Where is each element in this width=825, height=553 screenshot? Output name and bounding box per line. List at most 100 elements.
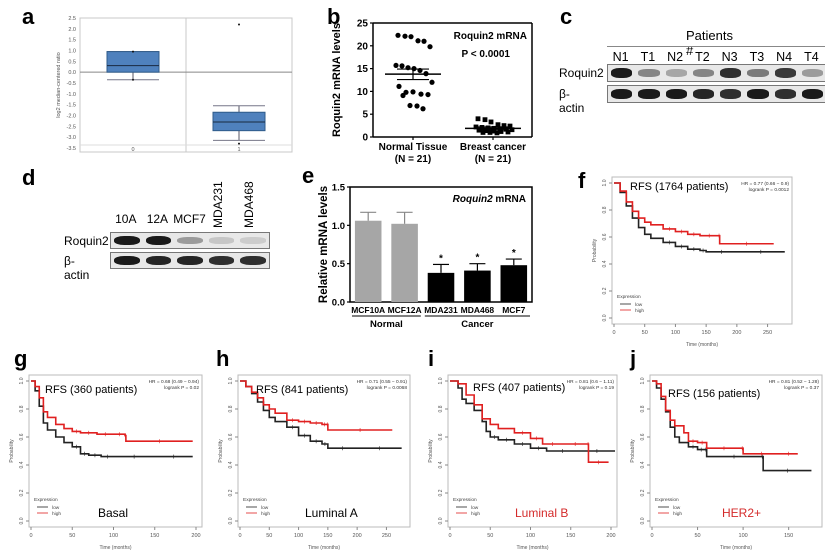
- y-tick-label: 0.0: [438, 517, 444, 524]
- x-tick-label: 150: [150, 533, 159, 539]
- legend-label: low: [635, 302, 643, 308]
- survival-curve-low: [240, 380, 402, 449]
- blot-header-line: [607, 46, 825, 47]
- data-point: [480, 130, 486, 135]
- blot-strip: [607, 85, 825, 103]
- y-tick-label: 0.0: [68, 70, 76, 76]
- data-point: [418, 91, 424, 97]
- x-tick-label: 50: [642, 330, 648, 336]
- km-title: RFS (1764 patients): [630, 181, 728, 193]
- blot-band: [145, 255, 172, 266]
- x-tick-label: 200: [732, 330, 741, 336]
- y-tick-label: 0.2: [602, 287, 608, 294]
- outlier-point: [238, 23, 240, 26]
- x-tick-label: 150: [702, 330, 711, 336]
- y-tick-label: 0.2: [640, 489, 646, 496]
- x-tick-label: 250: [763, 330, 772, 336]
- legend-title: Expression: [453, 497, 477, 503]
- y-tick-label: 0.0: [602, 314, 608, 321]
- y-tick-label: 0.2: [228, 489, 234, 496]
- y-tick-label: 15: [357, 64, 369, 75]
- y-tick-label: 1.0: [602, 179, 608, 186]
- y-tick-label: 1.0: [68, 49, 76, 55]
- plot-frame: [447, 374, 618, 528]
- blot-band: [747, 89, 769, 99]
- x-tick-label: 150: [566, 533, 575, 539]
- data-point: [498, 129, 504, 134]
- box: [106, 51, 160, 73]
- x-axis-label: Time (months): [99, 545, 131, 551]
- legend-label: high: [673, 511, 682, 517]
- y-tick-label: 0.6: [228, 433, 234, 440]
- legend-title: Expression: [655, 497, 679, 503]
- chart-a-boxplot: 2.5 2.0 1.5 1.0 0.5 0.0 -0.5 -1.0 -1.5 -2.0 -2.5 -3…: [56, 16, 293, 153]
- data-point: [427, 44, 433, 50]
- data-point: [482, 117, 488, 123]
- legend-title: Expression: [243, 497, 267, 503]
- y-tick-label: 0.2: [438, 489, 444, 496]
- x-tick-label: 100: [526, 533, 535, 539]
- legend-label: low: [261, 505, 269, 511]
- hazard-ratio: HR = 0.81 (0.52 − 1.28): [769, 379, 820, 385]
- data-point: [505, 129, 511, 135]
- blot-band: [720, 89, 742, 99]
- panel-letter-e: e: [302, 163, 315, 188]
- y-tick-label: 0.5: [68, 59, 76, 65]
- blot-band: [774, 68, 796, 78]
- y-tick-label: 5: [362, 110, 368, 121]
- x-tick-sublabel: (N = 21): [475, 154, 511, 165]
- x-tick-label: MCF7: [502, 305, 525, 315]
- blot-band: [774, 89, 796, 99]
- x-tick-label: 250: [382, 533, 391, 539]
- survival-curve-low: [450, 380, 616, 452]
- blot-band: [208, 255, 235, 266]
- y-tick-label: -1.0: [67, 92, 76, 98]
- blot-strip: [607, 64, 825, 82]
- y-tick-label: 0.4: [228, 461, 234, 468]
- y-axis-label: log2 median-centered ratio: [56, 52, 62, 117]
- bar: [427, 272, 455, 302]
- data-point: [495, 122, 501, 128]
- blot-band: [145, 235, 172, 246]
- y-tick-label: 0.8: [228, 405, 234, 412]
- hazard-ratio: HR = 0.81 (0.6 − 1.11): [567, 379, 615, 385]
- legend-title: Expression: [617, 294, 641, 300]
- subtype-label: Luminal B: [515, 506, 568, 520]
- blot-band: [638, 69, 660, 77]
- chart-g-km: 0.0 0.2 0.4 0.6 0.8 1.0 0 50 100 150 200 Time (mont…: [9, 374, 203, 551]
- panel-letter-f: f: [578, 168, 586, 193]
- y-axis-label: Probability: [592, 238, 598, 262]
- x-tick-label: 0: [29, 533, 32, 539]
- bar: [391, 223, 418, 302]
- blot-band: [801, 89, 823, 99]
- x-tick-label: 0: [612, 330, 615, 336]
- y-tick-label: 1.5: [332, 183, 346, 194]
- survival-curve-high: [31, 380, 193, 442]
- x-tick-label: MDA231: [424, 305, 458, 315]
- data-point: [475, 116, 481, 122]
- x-tick-label: 1: [237, 147, 240, 153]
- y-axis-label: Probability: [9, 439, 15, 463]
- legend-label: low: [471, 505, 479, 511]
- bar: [464, 270, 491, 302]
- survival-curve-high: [652, 380, 798, 455]
- blot-band: [692, 89, 714, 99]
- blot-band: [665, 89, 687, 99]
- x-tick-label: MDA468: [461, 305, 495, 315]
- y-tick-label: 20: [357, 41, 369, 52]
- group-label: Cancer: [461, 319, 494, 330]
- data-point: [429, 79, 435, 85]
- logrank-p: logrank P = 0.0068: [367, 385, 408, 391]
- y-tick-label: 0.4: [602, 260, 608, 267]
- data-point: [396, 83, 402, 89]
- hazard-ratio: HR = 0.71 (0.55 − 0.91): [357, 379, 408, 385]
- x-tick-label: 100: [739, 533, 748, 539]
- x-tick-label: 0: [448, 533, 451, 539]
- plot-frame: [649, 374, 823, 528]
- y-tick-label: 0.6: [19, 433, 25, 440]
- legend-label: high: [52, 511, 61, 517]
- y-tick-label: 0.2: [19, 489, 25, 496]
- x-tick-label: 100: [109, 533, 118, 539]
- data-point: [410, 89, 416, 95]
- data-point: [490, 128, 496, 134]
